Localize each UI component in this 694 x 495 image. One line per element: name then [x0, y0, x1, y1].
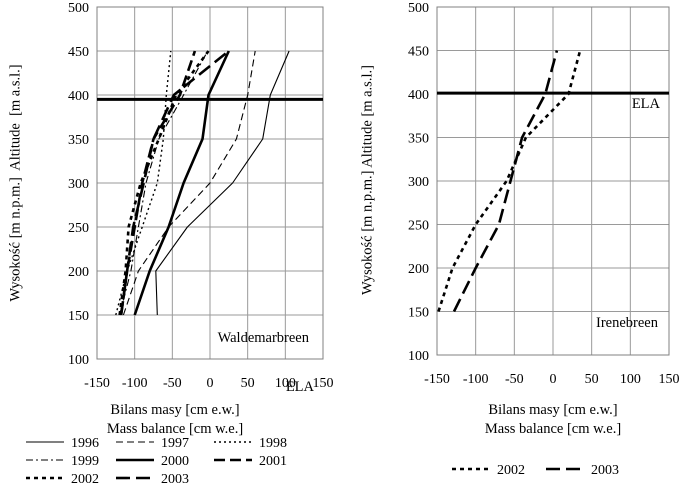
y-tick-label: 400 — [68, 89, 89, 104]
series-line-2003 — [119, 49, 230, 316]
x-axis-label-en: Mass balance [cm w.e.] — [485, 421, 621, 437]
legend-label-2001: 2001 — [259, 454, 287, 469]
x-tick-label: -150 — [84, 376, 110, 391]
y-tick-label: 250 — [68, 221, 89, 236]
x-tick-label: 50 — [241, 376, 255, 391]
ela-label: ELA — [286, 379, 315, 395]
chart-waldemarbreen: -150 -100 -50 0 50 100 150 100 150 200 250 300 350 40… — [7, 1, 333, 437]
series-line-2001 — [119, 50, 197, 316]
y-tick-label: 450 — [408, 45, 429, 60]
y-tick-label: 500 — [68, 1, 89, 16]
y-tick-label: 400 — [408, 88, 429, 103]
y-axis-label: Wysokość [m n.p.m.] Altitude [m a.s.l.] — [359, 65, 375, 295]
legend-label-2003: 2003 — [591, 463, 619, 478]
x-tick-label: 100 — [275, 376, 296, 391]
y-tick-label: 150 — [408, 306, 429, 321]
legend-label-2000: 2000 — [161, 454, 189, 469]
legend-irenebreen: 2002 2003 — [452, 463, 619, 478]
legend-label-2002: 2002 — [497, 463, 525, 478]
x-axis-label-pl: Bilans masy [cm e.w.] — [110, 402, 239, 418]
legend-waldemarbreen: 1996 1997 1998 1999 2000 2001 2002 2003 — [26, 436, 287, 487]
x-tick-label: -50 — [163, 376, 182, 391]
series-line-2002 — [437, 50, 582, 312]
x-tick-label: -50 — [505, 372, 524, 387]
y-tick-label: 350 — [68, 133, 89, 148]
series-line-1999 — [119, 50, 209, 316]
x-tick-label: -100 — [122, 376, 148, 391]
x-tick-label: -150 — [424, 372, 450, 387]
y-tick-label: 300 — [408, 175, 429, 190]
x-tick-label: 50 — [585, 372, 599, 387]
y-tick-label: 200 — [408, 262, 429, 277]
x-tick-label: 150 — [659, 372, 680, 387]
y-tick-label: 350 — [408, 132, 429, 147]
y-tick-label: 150 — [68, 309, 89, 324]
ela-label: ELA — [632, 96, 661, 112]
plot-frame — [436, 6, 670, 356]
x-tick-label: 0 — [207, 376, 214, 391]
y-tick-label: 100 — [68, 353, 89, 368]
legend-label-1997: 1997 — [161, 436, 189, 451]
chart-irenebreen: -150 -100 -50 0 50 100 150 100 150 200 250 300 350 40… — [359, 1, 679, 437]
series-line-2003 — [452, 50, 559, 313]
x-tick-label: 100 — [620, 372, 641, 387]
legend-label-1999: 1999 — [71, 454, 99, 469]
plot-frame — [96, 6, 324, 360]
y-tick-label: 250 — [408, 219, 429, 234]
glacier-name: Irenebreen — [596, 315, 659, 331]
y-tick-label: 450 — [68, 45, 89, 60]
legend-label-1998: 1998 — [259, 436, 287, 451]
y-tick-label: 300 — [68, 177, 89, 192]
y-axis-label: Wysokość [m n.p.m.] Altitude [m a.s.l.] — [7, 64, 23, 301]
y-tick-label: 200 — [68, 265, 89, 280]
x-tick-label: -100 — [463, 372, 489, 387]
legend-label-1996: 1996 — [71, 436, 99, 451]
y-tick-label: 500 — [408, 1, 429, 16]
legend-label-2003: 2003 — [161, 472, 189, 487]
legend-label-2002: 2002 — [71, 472, 99, 487]
x-axis-label-en: Mass balance [cm w.e.] — [107, 421, 243, 437]
x-tick-label: 0 — [550, 372, 557, 387]
series-line-1996 — [155, 50, 290, 316]
glacier-name: Waldemarbreen — [218, 330, 310, 346]
series-line-1997 — [122, 50, 256, 316]
x-tick-label: 150 — [313, 376, 334, 391]
y-tick-label: 100 — [408, 349, 429, 364]
x-axis-label-pl: Bilans masy [cm e.w.] — [488, 402, 617, 418]
series-line-2000 — [133, 50, 230, 316]
